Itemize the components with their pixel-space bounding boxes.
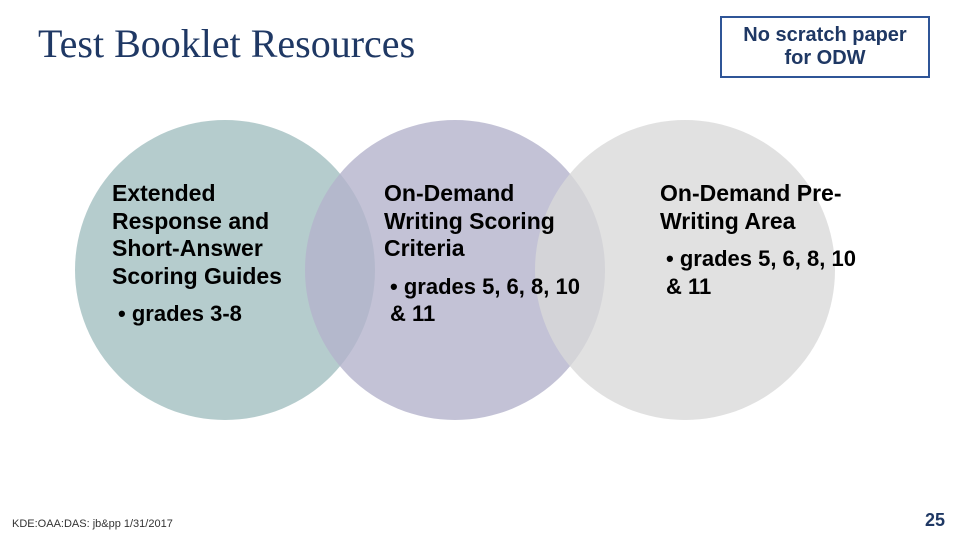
- page-number: 25: [925, 510, 945, 531]
- venn-item-3-bullet: grades 5, 6, 8, 10 & 11: [660, 245, 860, 300]
- venn-item-2-title: On-Demand Writing Scoring Criteria: [384, 180, 594, 263]
- venn-item-1-title: Extended Response and Short-Answer Scori…: [112, 180, 322, 290]
- venn-item-3: On-Demand Pre-Writing Area grades 5, 6, …: [660, 180, 860, 300]
- callout-line-1: No scratch paper: [722, 24, 928, 47]
- venn-item-3-title: On-Demand Pre-Writing Area: [660, 180, 860, 235]
- footer-text: KDE:OAA:DAS: jb&pp 1/31/2017: [12, 518, 173, 530]
- venn-item-2-bullet: grades 5, 6, 8, 10 & 11: [384, 273, 594, 328]
- callout-line-2: for ODW: [722, 47, 928, 70]
- venn-item-1: Extended Response and Short-Answer Scori…: [112, 180, 322, 328]
- slide: Test Booklet Resources No scratch paper …: [0, 0, 960, 540]
- venn-item-1-bullet: grades 3-8: [112, 300, 322, 328]
- venn-item-2: On-Demand Writing Scoring Criteria grade…: [384, 180, 594, 328]
- callout-no-scratch-paper: No scratch paper for ODW: [720, 16, 930, 78]
- page-title: Test Booklet Resources: [38, 20, 415, 67]
